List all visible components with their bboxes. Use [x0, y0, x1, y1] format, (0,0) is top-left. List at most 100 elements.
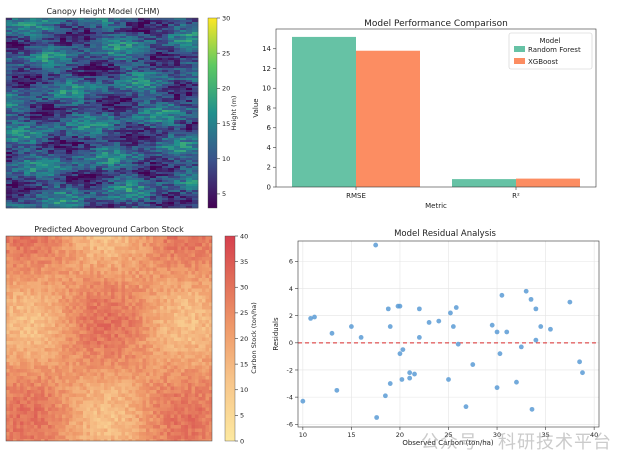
carbon-cell	[62, 246, 66, 251]
chm-cell	[114, 22, 121, 25]
chm-cell	[90, 132, 97, 135]
carbon-cell	[156, 260, 161, 265]
chm-cell	[126, 174, 133, 177]
chm-cell	[36, 70, 43, 73]
carbon-cell	[76, 257, 80, 261]
carbon-cell	[118, 264, 122, 268]
carbon-cell	[51, 281, 56, 286]
carbon-cell	[104, 274, 108, 279]
chm-cell	[6, 68, 13, 71]
chm-cell	[48, 180, 55, 183]
carbon-cell	[37, 292, 42, 296]
chm-cell	[84, 122, 91, 125]
chm-cell	[114, 32, 121, 35]
chm-cell	[72, 202, 79, 205]
carbon-cell	[23, 243, 28, 247]
chm-cell	[144, 36, 151, 39]
carbon-cell	[177, 337, 182, 342]
chm-cell	[162, 30, 169, 33]
chm-cell	[90, 70, 97, 73]
chm-cell	[174, 198, 181, 201]
chm-cell	[24, 98, 31, 101]
chm-cell	[6, 168, 13, 171]
bar-legend: Model Random Forest XGBoost	[508, 32, 593, 70]
carbon-cell	[58, 267, 63, 272]
chm-cell	[144, 40, 151, 43]
chm-cell	[18, 190, 25, 193]
carbon-cell	[128, 330, 133, 335]
carbon-cell	[37, 348, 42, 352]
carbon-cell	[160, 316, 164, 321]
carbon-cell	[65, 271, 70, 275]
chm-cell	[162, 50, 169, 53]
carbon-cell	[181, 334, 185, 338]
carbon-cell	[51, 239, 56, 244]
chm-cell	[6, 28, 13, 31]
carbon-cell	[170, 264, 175, 268]
chm-cell	[12, 28, 19, 31]
carbon-cell	[114, 274, 119, 279]
chm-heatmap	[6, 18, 199, 209]
carbon-cell	[156, 243, 161, 247]
carbon-cell	[195, 267, 199, 272]
chm-cell	[48, 58, 55, 61]
chm-cell	[126, 80, 133, 83]
carbon-cell	[188, 292, 192, 296]
carbon-cell	[41, 274, 45, 279]
chm-cell	[96, 154, 103, 157]
chm-cell	[132, 134, 139, 137]
chm-cell	[18, 106, 25, 109]
carbon-cell	[16, 341, 21, 345]
carbon-cell	[125, 344, 129, 349]
chm-cell	[144, 162, 151, 165]
chm-cell	[84, 80, 91, 83]
chm-cell	[78, 136, 85, 139]
chm-cell	[54, 168, 61, 171]
carbon-cell	[79, 239, 84, 244]
chm-cell	[6, 184, 13, 187]
carbon-cell	[139, 253, 143, 258]
carbon-cell	[135, 344, 140, 349]
chm-cell	[108, 112, 115, 115]
chm-cell	[138, 28, 145, 31]
carbon-cell	[65, 236, 70, 240]
carbon-cell	[149, 330, 154, 335]
chm-cell	[78, 58, 85, 61]
chm-cell	[60, 112, 67, 115]
chm-cell	[60, 170, 67, 173]
chm-cell	[132, 46, 139, 49]
carbon-cell	[142, 302, 147, 307]
chm-cell	[168, 56, 175, 59]
carbon-cell	[135, 250, 140, 254]
carbon-cell	[160, 246, 164, 251]
chm-cell	[186, 82, 193, 85]
carbon-cell	[65, 281, 70, 286]
chm-cell	[30, 146, 37, 149]
chm-cell	[12, 34, 19, 37]
carbon-cell	[167, 323, 171, 328]
carbon-cell	[177, 327, 182, 331]
chm-cell	[78, 110, 85, 113]
chm-cell	[96, 34, 103, 37]
chm-cell	[144, 82, 151, 85]
chm-cell	[54, 88, 61, 91]
chm-cell	[150, 170, 157, 173]
chm-cell	[30, 122, 37, 125]
chm-cell	[174, 178, 181, 181]
chm-cell	[114, 150, 121, 153]
chm-cell	[180, 82, 187, 85]
carbon-cell	[48, 330, 52, 335]
chm-cell	[84, 190, 91, 193]
chm-cell	[108, 66, 115, 69]
carbon-cell	[205, 341, 210, 345]
chm-cell	[66, 28, 73, 31]
chm-cell	[12, 24, 19, 27]
chm-cell	[108, 58, 115, 61]
chm-cell	[84, 18, 91, 21]
chm-cell	[36, 152, 43, 155]
carbon-cell	[27, 341, 31, 345]
carbon-cell	[69, 323, 73, 328]
carbon-cell	[86, 309, 91, 314]
chm-cell	[174, 76, 181, 79]
carbon-cell	[107, 288, 112, 293]
